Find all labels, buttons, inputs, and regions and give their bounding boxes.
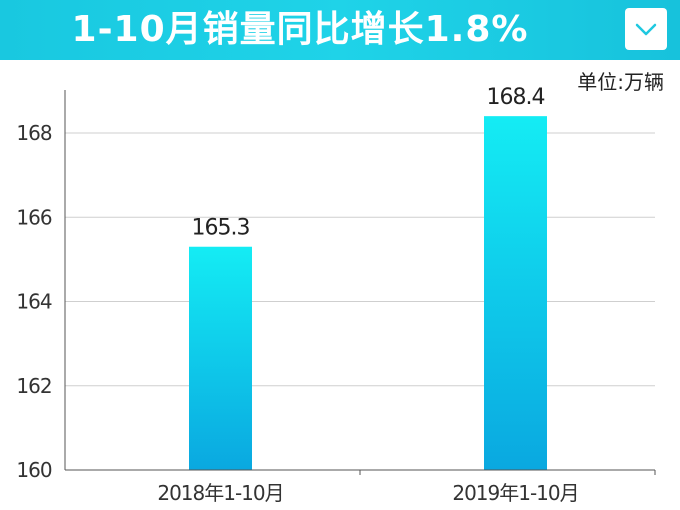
bar	[484, 116, 547, 471]
y-tick-label: 168	[16, 121, 51, 145]
x-tick-label: 2019年1-10月	[452, 481, 578, 505]
y-tick-label: 164	[16, 290, 51, 314]
data-label: 168.4	[487, 85, 545, 110]
title-banner: 1-10月销量同比增长1.8%	[0, 0, 680, 60]
axes	[64, 90, 656, 475]
unit-label: 单位:万辆	[577, 70, 664, 94]
y-tick-label: 162	[16, 374, 51, 398]
y-tick-label: 166	[16, 205, 51, 229]
bar	[189, 246, 252, 470]
y-tick-label: 160	[16, 458, 51, 482]
bars	[189, 116, 547, 471]
dropdown-button[interactable]	[625, 8, 667, 50]
x-tick-label: 2018年1-10月	[157, 481, 283, 505]
data-label: 165.3	[192, 216, 250, 241]
chevron-down-icon	[635, 23, 657, 36]
labels: 160 162 164 166 168 165.3 2018年1-10月 168.4 2019年…	[16, 85, 579, 505]
page-title: 1-10月销量同比增长1.8%	[71, 9, 529, 50]
gridlines	[65, 132, 655, 387]
